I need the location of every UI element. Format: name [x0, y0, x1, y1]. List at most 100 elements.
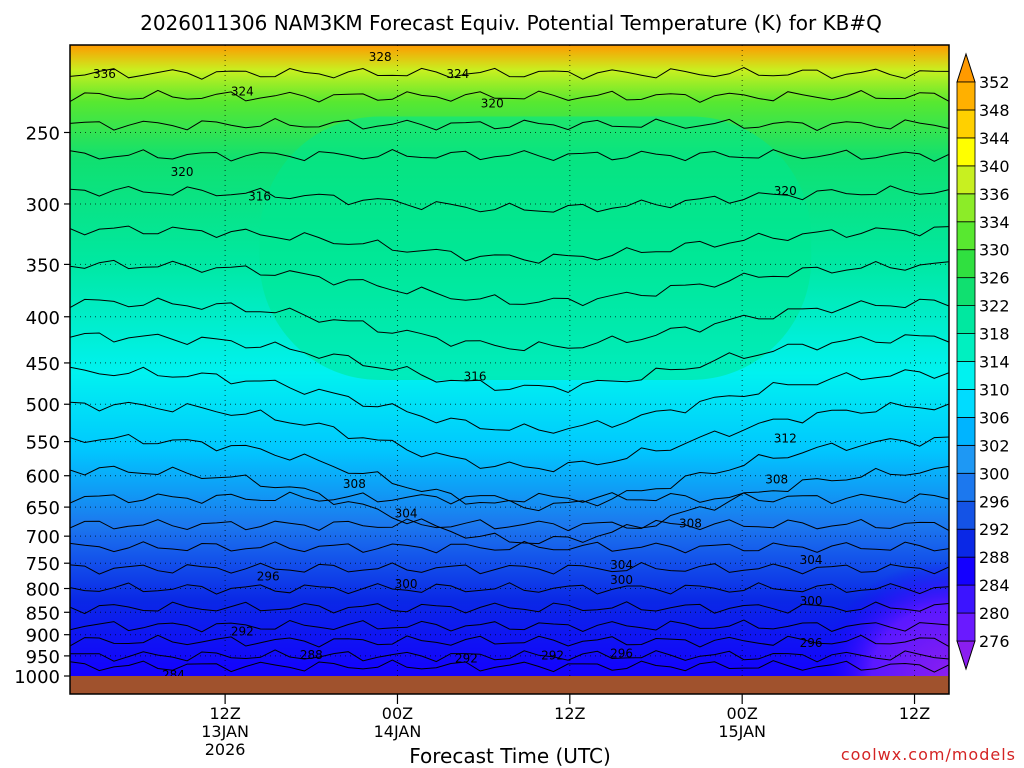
y-tick-label: 1000 [14, 667, 60, 688]
contour-label: 316 [464, 369, 487, 383]
contour-labels: 336 328 324 324 320 320 320 316 316 312 308 308 308 3… [93, 50, 823, 682]
contour-label: 300 [395, 577, 418, 591]
contour-label: 312 [774, 432, 797, 446]
colorbar-label: 336 [979, 185, 1010, 204]
colorbar-segment [956, 137, 976, 167]
contour-line [70, 649, 949, 663]
y-tick-label: 300 [26, 195, 60, 216]
colorbar: 276 280 284 288 292 296 300 302 306 310 314 318 322 3… [956, 52, 1010, 671]
colorbar-segment [956, 305, 976, 334]
x-tick-date: 14JAN [374, 722, 422, 741]
contour-line [70, 619, 949, 633]
contour-label: 308 [765, 472, 788, 486]
contour-label: 300 [800, 594, 823, 608]
upper-bowl-region [259, 116, 812, 380]
colorbar-segment [956, 584, 976, 614]
y-tick-label: 500 [26, 395, 60, 416]
x-tick-date: 13JAN [201, 722, 249, 741]
plot-frame [69, 44, 950, 695]
colorbar-segment [956, 165, 976, 195]
contour-lines [70, 66, 949, 673]
colorbar-label: 334 [979, 213, 1010, 232]
colorbar-segment [956, 81, 976, 111]
contour-label: 328 [369, 50, 392, 64]
contour-label: 304 [610, 558, 633, 572]
watermark: coolwx.com/models [841, 745, 1016, 764]
x-tick-label: 00Z [382, 704, 413, 723]
dotted-grid [70, 45, 949, 676]
contour-line [70, 332, 949, 394]
y-tick-label: 850 [26, 603, 60, 624]
y-tick-label: 650 [26, 498, 60, 519]
x-tick-date: 15JAN [718, 722, 766, 741]
colorbar-segment [956, 333, 976, 362]
colorbar-segment [956, 472, 976, 502]
y-tick-label: 900 [26, 626, 60, 647]
contour-label: 296 [800, 636, 823, 650]
contour-line [70, 582, 949, 595]
contour-label: 324 [231, 85, 254, 99]
colorbar-label: 344 [979, 129, 1010, 148]
contour-line [70, 465, 949, 545]
y-tick-label: 250 [26, 123, 60, 144]
colorbar-label: 322 [979, 297, 1010, 316]
colorbar-label: 306 [979, 408, 1010, 427]
contour-label: 296 [257, 570, 280, 584]
colorbar-label: 284 [979, 576, 1010, 595]
contour-line [70, 66, 949, 80]
contour-line [70, 540, 949, 554]
colorbar-segment [956, 277, 976, 306]
x-tick-label: 12Z [209, 704, 240, 723]
colorbar-segment [956, 416, 976, 446]
colorbar-cap-top [956, 52, 976, 83]
colorbar-cap-bottom [956, 640, 976, 671]
colorbar-label: 300 [979, 464, 1010, 483]
contour-label: 336 [93, 67, 116, 81]
contour-label: 288 [300, 648, 323, 662]
colorbar-segment [956, 528, 976, 558]
colorbar-segment [956, 221, 976, 251]
contour-label: 304 [800, 553, 823, 567]
contour-line [70, 634, 949, 648]
contour-line [70, 118, 949, 132]
colorbar-segment [956, 361, 976, 390]
contour-line [70, 562, 949, 575]
contour-label: 304 [395, 507, 418, 521]
contour-line [70, 297, 949, 352]
colorbar-segment [956, 193, 976, 223]
contour-line [70, 491, 949, 505]
contour-label: 300 [610, 573, 633, 587]
colorbar-segment [956, 109, 976, 139]
contour-line [70, 659, 949, 673]
y-axis: 2503003504004505005506006507007508008509… [14, 123, 70, 688]
contour-label: 284 [162, 668, 185, 682]
x-tick-label: 12Z [899, 704, 930, 723]
contour-line [70, 148, 949, 162]
contour-line [70, 366, 949, 434]
colorbar-label: 326 [979, 269, 1010, 288]
contour-label: 324 [446, 67, 469, 81]
x-tick-label: 12Z [554, 704, 585, 723]
colorbar-label: 340 [979, 157, 1010, 176]
contour-line [70, 185, 949, 213]
colorbar-label: 330 [979, 241, 1010, 260]
y-tick-label: 400 [26, 308, 60, 329]
y-tick-label: 700 [26, 527, 60, 548]
colorbar-segment [956, 444, 976, 474]
contour-label: 292 [541, 649, 564, 663]
x-tick-label: 00Z [727, 704, 758, 723]
colorbar-segment [956, 500, 976, 530]
low-theta-corner [820, 560, 949, 676]
contour-line [70, 89, 949, 103]
y-tick-label: 350 [26, 255, 60, 276]
ground-bar [70, 676, 949, 694]
y-tick-label: 550 [26, 433, 60, 454]
colorbar-label: 296 [979, 492, 1010, 511]
colorbar-segment [956, 249, 976, 279]
contour-label: 308 [679, 517, 702, 531]
y-tick-label: 750 [26, 554, 60, 575]
contour-line [70, 259, 949, 307]
contour-label: 320 [481, 97, 504, 111]
